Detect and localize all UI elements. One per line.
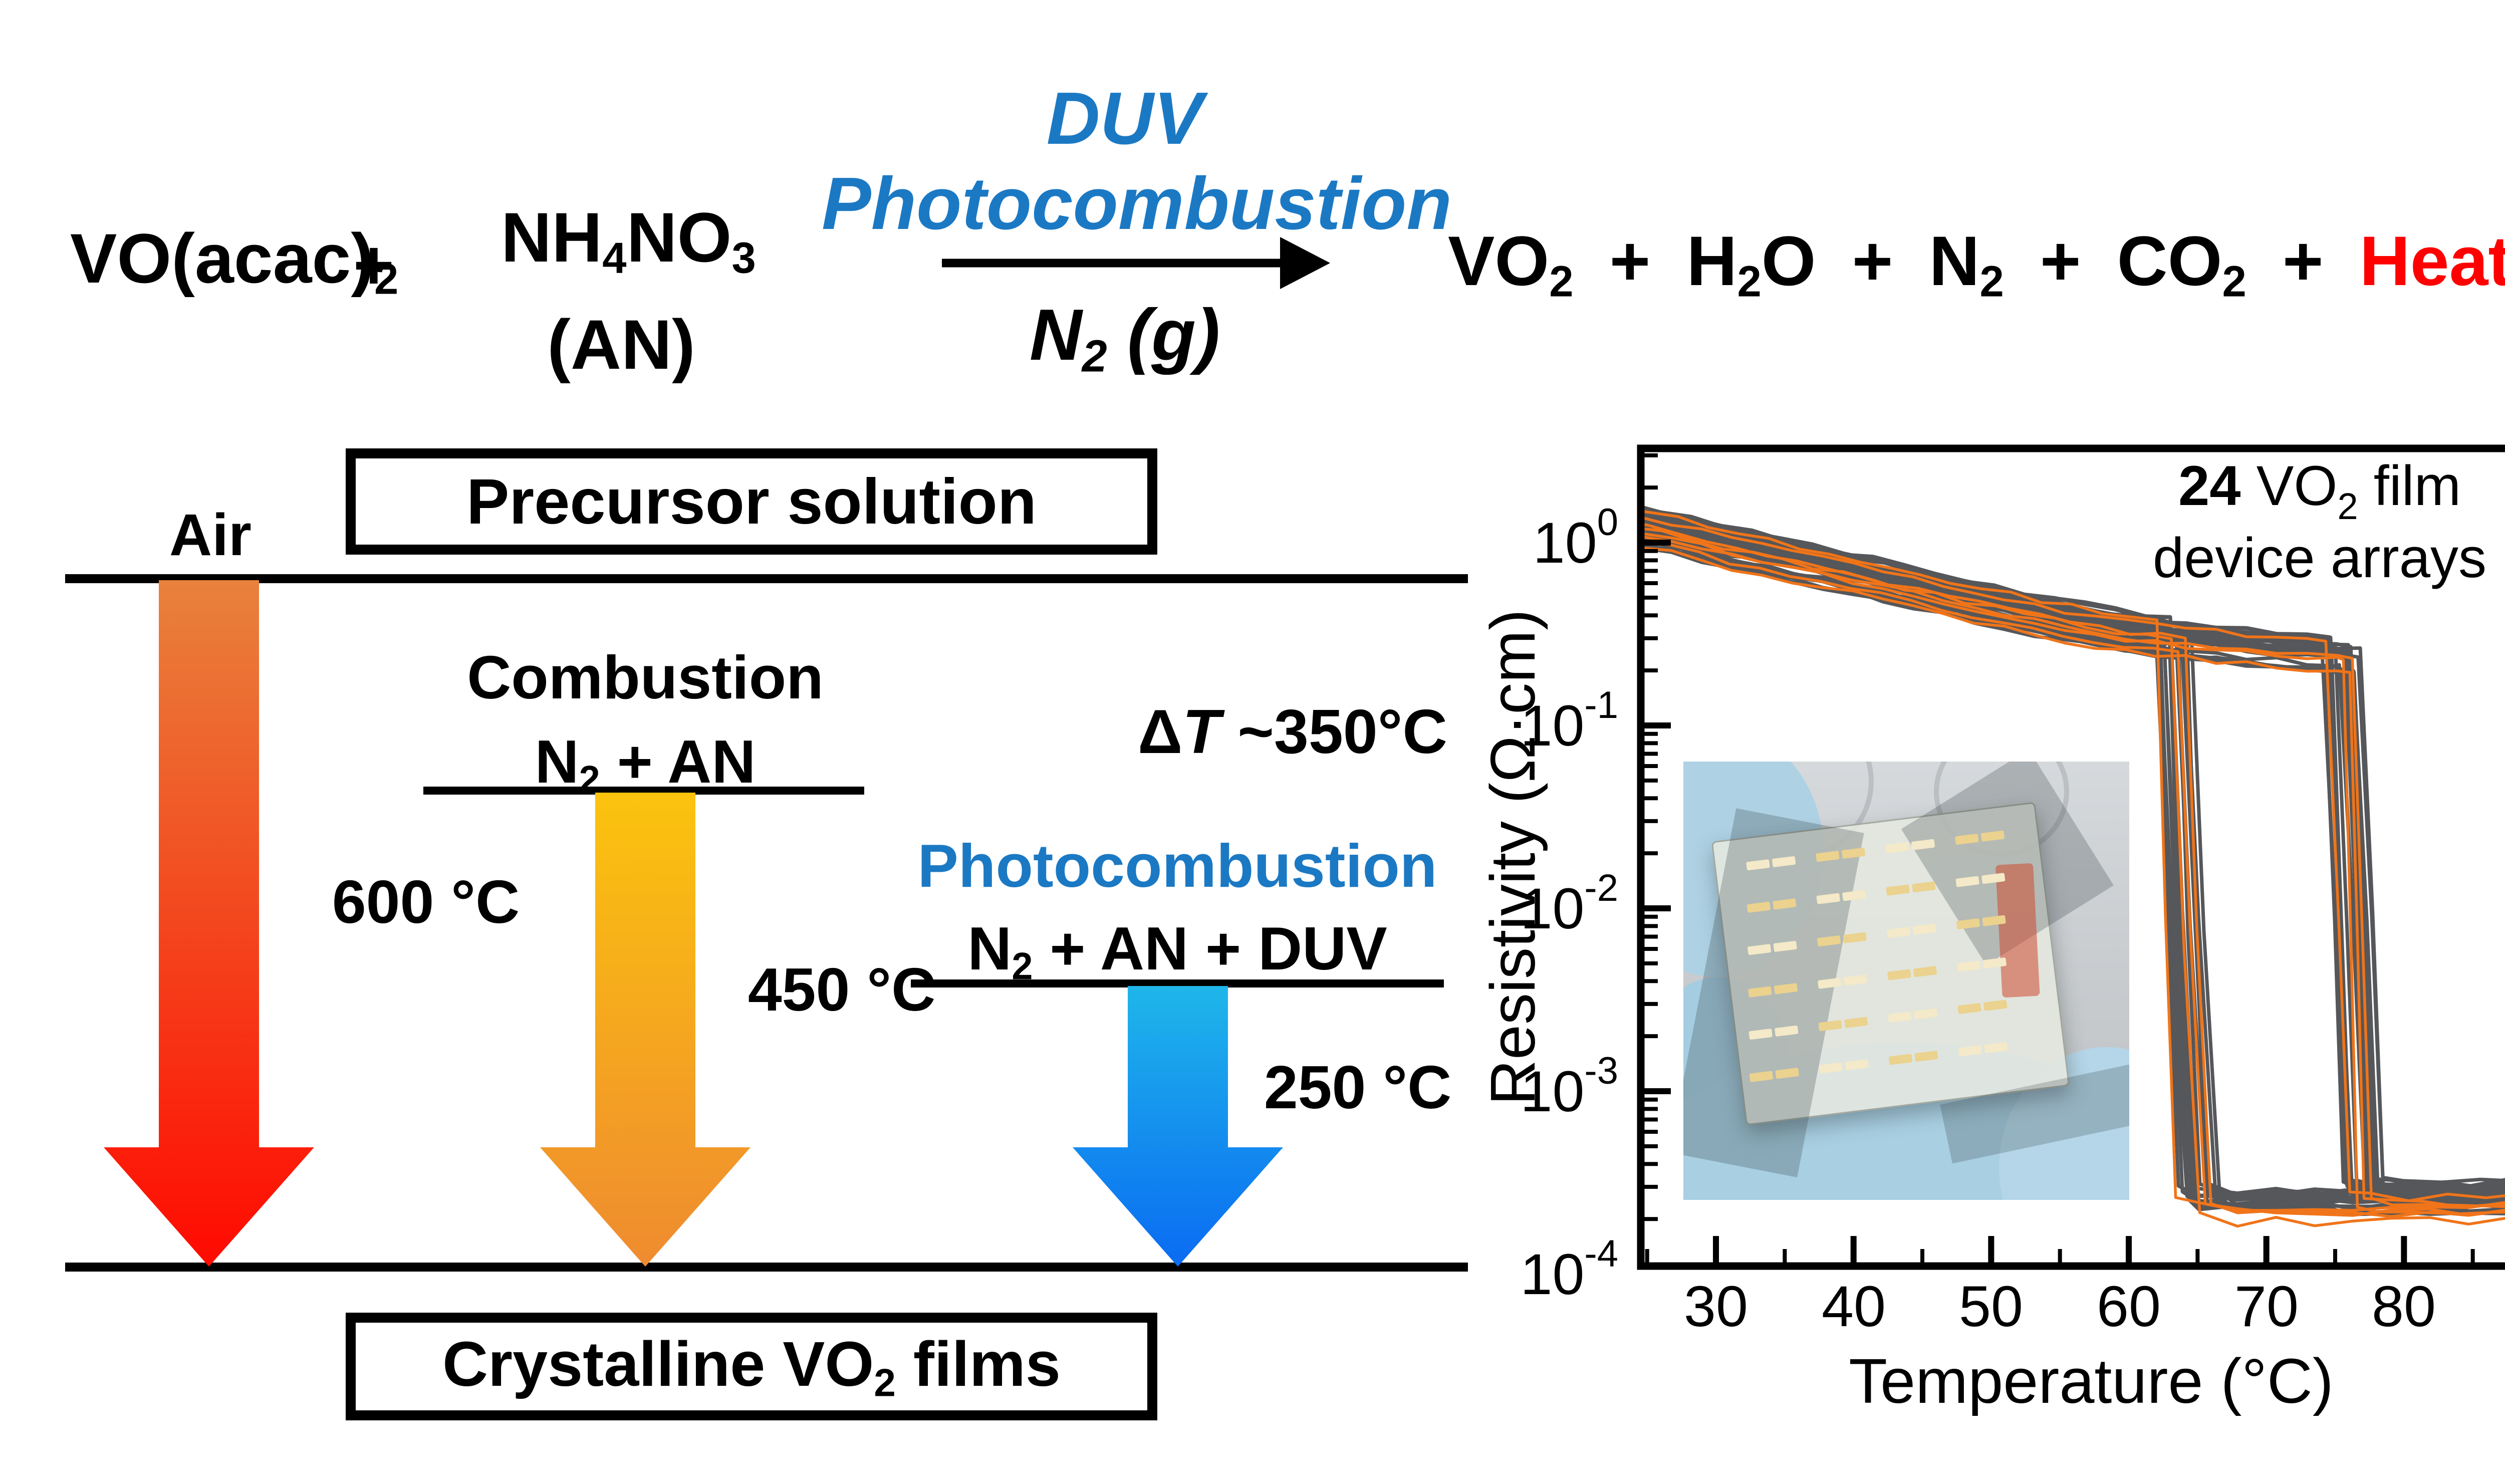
an-note: (AN) [547, 305, 695, 384]
legend-line1: 24 VO2 film [2178, 454, 2461, 527]
plot-frame [1637, 444, 2505, 1270]
combustion-label: Combustion N2 + AN [395, 635, 896, 822]
product-heat: Heat [2359, 221, 2505, 300]
voacac-main: VO(acac) [70, 219, 374, 298]
resistivity-curve-gray [1641, 543, 2505, 1198]
resistivity-chart: 30 40 50 60 70 80 90 100 10-1 10-2 10-3 … [1477, 444, 2505, 1416]
delta-symbol: Δ [1138, 697, 1183, 767]
duv-condition-label: DUV Photocombustion [822, 76, 1452, 246]
vo2-sub: 2 [1549, 257, 1574, 306]
plus-sign-1: + [353, 225, 394, 304]
comb-tail: + AN [600, 727, 756, 796]
precursor-solution-box: Precursor solution [346, 448, 1157, 555]
photocombustion-baseline [911, 979, 1444, 987]
h2o-main: H [1686, 221, 1737, 300]
x-tick-70: 70 [2234, 1275, 2299, 1339]
delta-t-label: ΔT ~350°C [1062, 696, 1523, 768]
duv-line1: DUV [1046, 77, 1203, 160]
reactant-an: NH4NO3 (AN) [501, 194, 756, 388]
comb-n: N [535, 727, 579, 796]
n2g-sub: 2 [1082, 331, 1107, 382]
reaction-arrow [942, 237, 1330, 289]
photocombustion-process-arrow [1073, 986, 1283, 1267]
product-h2o: H2O [1686, 220, 1816, 307]
h2o-sub: 2 [1737, 257, 1762, 306]
an-p1: NH [501, 198, 603, 277]
substrate-line-top [65, 574, 1468, 583]
delta-t-value: ~350°C [1220, 697, 1447, 767]
inset-photo [1683, 762, 2129, 1200]
combustion-line1: Combustion [467, 643, 824, 711]
n2-gas-condition: N2 (g) [822, 293, 1428, 382]
y-tick-1e-3: 10-3 [1521, 1050, 1619, 1124]
plus-sign-2: + [1609, 221, 1651, 300]
air-process-arrow [104, 580, 314, 1267]
temp-250-label: 250 °C [1264, 1053, 1452, 1121]
n2g-main: N [1029, 294, 1082, 375]
plus-sign-3: + [1852, 221, 1893, 300]
resistivity-curve-gray [1641, 522, 2505, 1184]
temp-450-label: 450 °C [747, 955, 936, 1024]
n2-main: N [1929, 221, 1980, 300]
resistivity-curve-orange [1641, 546, 2505, 1208]
y-tick-1e0: 100 [1533, 501, 1618, 575]
resistivity-curve-orange [1641, 516, 2505, 1202]
air-label: Air [169, 502, 252, 568]
substrate-line-bottom [65, 1263, 1468, 1272]
y-tick-1e-1: 10-1 [1521, 684, 1619, 758]
product-vo2: VO2 [1448, 220, 1574, 307]
an-p2: NO [626, 198, 732, 277]
axis-ticks [1641, 453, 2475, 1266]
y-axis-title: Resistivity (Ω·cm) [1477, 609, 1548, 1105]
vo2-main: VO [1448, 221, 1550, 300]
cryst-post: films [895, 1328, 1061, 1399]
legend-line2: device arrays [2153, 527, 2486, 589]
resistivity-curve-gray [1641, 505, 2505, 1197]
an-formula: NH4NO3 [501, 194, 756, 302]
combustion-process-arrow [540, 793, 750, 1267]
resistivity-curve-orange [1641, 535, 2505, 1215]
precursor-solution-label: Precursor solution [466, 465, 1037, 538]
voacac-sub: 2 [374, 255, 399, 304]
resistivity-curve-orange [1641, 539, 2505, 1217]
y-tick-1e-4: 10-4 [1521, 1232, 1619, 1307]
reactant-voacac2: VO(acac)2 [70, 218, 398, 305]
plus-sign-4: + [2040, 221, 2081, 300]
co2-main: CO [2117, 221, 2222, 300]
x-tick-40: 40 [1822, 1275, 1886, 1339]
resistivity-curve-orange [1641, 510, 2505, 1212]
combustion-baseline [423, 787, 864, 795]
cryst-pre: Crystalline VO [442, 1328, 874, 1399]
n2g-tail: (g) [1107, 294, 1220, 375]
plus-sign-5: + [2282, 221, 2324, 300]
hysteresis-curves [1641, 505, 2505, 1228]
delta-t-italic: T [1182, 697, 1220, 767]
temp-600-label: 600 °C [332, 868, 520, 936]
resistivity-curve-orange [1641, 527, 2505, 1228]
an-s2: 3 [731, 233, 756, 283]
co2-sub: 2 [2222, 257, 2246, 306]
combustion-line2: N2 + AN [395, 719, 896, 822]
x-tick-60: 60 [2097, 1275, 2161, 1339]
crystalline-label: Crystalline VO2 films [442, 1328, 1061, 1405]
duv-line2: Photocombustion [822, 162, 1452, 245]
x-axis-title: Temperature (°C) [1849, 1346, 2334, 1416]
product-n2: N2 [1929, 220, 2003, 307]
cryst-sub: 2 [874, 1360, 896, 1405]
pc-tail: + AN + DUV [1033, 914, 1387, 982]
h2o-tail: O [1761, 221, 1816, 300]
x-tick-30: 30 [1684, 1275, 1748, 1339]
n2-sub: 2 [1979, 257, 2004, 306]
y-tick-1e-2: 10-2 [1521, 867, 1619, 941]
photocombustion-label: Photocombustion [917, 832, 1437, 900]
products-row: VO2 + H2O + N2 + CO2 + Heat [1448, 220, 2505, 307]
pc-n: N [967, 914, 1012, 982]
x-tick-80: 80 [2372, 1275, 2436, 1339]
product-co2: CO2 [2117, 220, 2246, 307]
crystalline-vo2-box: Crystalline VO2 films [346, 1313, 1157, 1420]
an-s1: 4 [602, 233, 627, 283]
x-tick-50: 50 [1959, 1275, 2023, 1339]
